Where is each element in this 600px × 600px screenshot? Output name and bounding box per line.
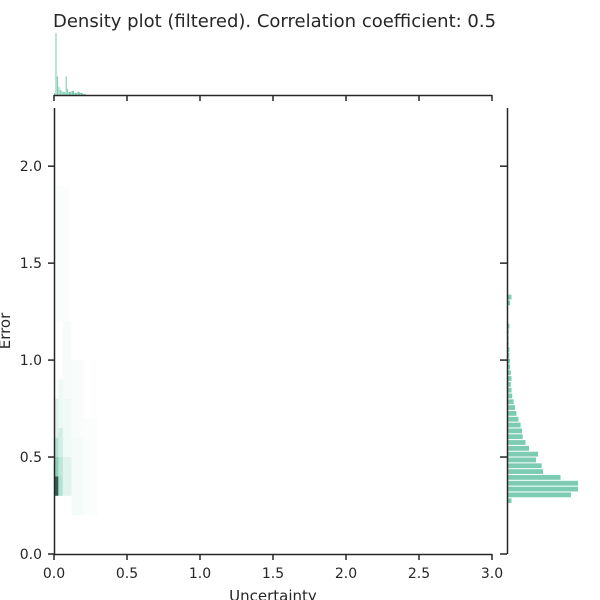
y-marginal-bar [508, 381, 511, 387]
density-cell [54, 437, 59, 458]
density-cell [54, 398, 59, 438]
density-cell [54, 457, 59, 477]
y-tick-label: 1.0 [20, 353, 42, 369]
x-marginal-bar [80, 92, 83, 95]
y-marginal-bar [508, 445, 529, 451]
x-tick-label: 2.5 [408, 566, 430, 582]
y-marginal-bar [508, 387, 512, 393]
y-marginal-bar [508, 364, 511, 370]
y-marginal-bar [508, 335, 509, 341]
y-marginal-bar [508, 434, 523, 440]
density-cell [83, 418, 98, 515]
density-cell [58, 476, 63, 496]
x-axis-ticks: 0.0 0.5 1.0 1.5 2.0 2.5 3.0 [43, 554, 503, 582]
y-marginal-bar [508, 428, 522, 434]
x-marginal-bar [56, 76, 58, 95]
x-tick-label: 0.5 [116, 566, 138, 582]
y-marginal-bar [508, 329, 509, 335]
y-marginal-bar [508, 347, 510, 352]
y-axis-label: Error [0, 312, 14, 349]
y-marginal-bar [508, 474, 561, 480]
density-cell [62, 457, 72, 496]
y-marginal-bar [508, 294, 512, 300]
density-cell [62, 321, 72, 399]
x-marginal-bar [83, 93, 86, 95]
y-marginal-bar [508, 486, 578, 492]
density-cell [62, 398, 72, 458]
x-marginal-bar [59, 89, 61, 95]
y-marginal-bar [508, 469, 543, 474]
x-marginal-bar [62, 91, 64, 95]
x-tick-label: 3.0 [481, 566, 503, 582]
x-marginal-bar [65, 76, 67, 95]
x-tick-label: 2.0 [335, 566, 357, 582]
y-marginal-bar [508, 492, 571, 498]
y-tick-label: 2.0 [20, 159, 42, 175]
y-marginal-bar [508, 341, 509, 347]
x-marginal-bar [77, 91, 80, 95]
y-marginal-bar [508, 422, 521, 428]
y-marginal-bar [508, 498, 512, 504]
y-marginal-histogram [508, 294, 578, 504]
y-marginal-bar [508, 480, 578, 486]
x-marginal-bar [58, 86, 60, 95]
density-cell [54, 186, 69, 322]
x-marginal-bar [68, 91, 72, 95]
y-tick-label: 1.5 [20, 256, 42, 272]
y-marginal-bar [508, 370, 511, 376]
y-tick-label: 0.0 [20, 547, 42, 563]
x-marginal-bar [74, 92, 77, 95]
y-marginal-bar [508, 300, 511, 306]
y-marginal-bar [508, 440, 526, 445]
x-tick-label: 1.5 [262, 566, 284, 582]
y-marginal-bar [508, 323, 510, 329]
y-marginal-bar [508, 451, 539, 457]
x-marginal-bar [54, 92, 56, 95]
y-marginal-bar [508, 463, 542, 469]
y-marginal-bar [508, 352, 510, 358]
y-marginal-bar [508, 393, 513, 399]
y-axis-ticks: 0.0 0.5 1.0 1.5 2.0 [20, 159, 54, 563]
x-marginal-bar [55, 33, 57, 95]
joint-density-cells [54, 186, 98, 516]
x-tick-label: 0.0 [43, 566, 65, 582]
density-cell [71, 437, 84, 516]
y-marginal-bar [508, 411, 517, 416]
density-cell [58, 379, 63, 428]
density-cell [58, 457, 63, 477]
y-marginal-bar [508, 376, 512, 381]
x-axis-label: Uncertainty [229, 587, 317, 600]
x-marginal-bar [64, 91, 66, 95]
chart-title: Density plot (filtered). Correlation coe… [53, 11, 496, 32]
density-cell [58, 427, 63, 458]
y-marginal-bar [508, 416, 519, 422]
y-marginal-bar [508, 358, 511, 364]
x-marginal-bar [67, 88, 69, 95]
top-marginal-ticks [53, 95, 493, 101]
x-marginal-bar [71, 90, 75, 95]
y-tick-label: 0.5 [20, 450, 42, 466]
density-cell [71, 360, 84, 438]
x-marginal-histogram [54, 33, 86, 95]
y-marginal-bar [508, 457, 536, 463]
y-marginal-bar [508, 399, 514, 405]
y-marginal-bar [508, 405, 515, 411]
right-marginal-ticks [500, 165, 507, 555]
x-tick-label: 1.0 [189, 566, 211, 582]
density-cell [54, 476, 59, 496]
x-marginal-bar [61, 90, 63, 95]
